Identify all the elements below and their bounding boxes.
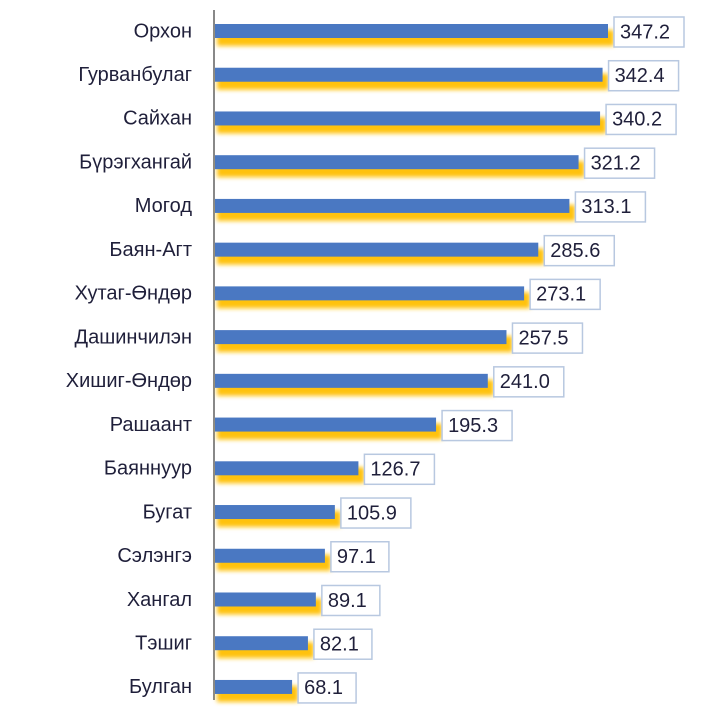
value-box [330, 541, 390, 573]
bar [215, 111, 601, 126]
category-label: Дашинчилэн [75, 326, 192, 348]
bar [215, 505, 335, 520]
value-box [613, 16, 685, 48]
bar [215, 461, 359, 476]
bar [215, 636, 308, 651]
value-label: 347.2 [620, 21, 670, 43]
bar [215, 67, 603, 82]
category-label: Рашаант [110, 414, 192, 436]
value-label: 126.7 [370, 459, 420, 481]
category-label: Хутаг-Өндөр [75, 283, 192, 305]
value-box [313, 628, 373, 660]
category-label: Орхон [134, 20, 192, 42]
category-label: Сэлэнгэ [117, 545, 192, 567]
value-label: 68.1 [304, 677, 343, 699]
value-label: 241.0 [500, 371, 550, 393]
category-label: Тэшиг [135, 633, 192, 655]
value-box [583, 147, 656, 179]
value-box [340, 497, 412, 529]
bar [215, 242, 539, 257]
value-label: 273.1 [536, 284, 586, 306]
value-label: 105.9 [347, 502, 397, 524]
value-label: 257.5 [518, 327, 568, 349]
value-box [529, 278, 601, 311]
value-label: 195.3 [448, 415, 498, 437]
value-label: 342.4 [615, 65, 665, 87]
category-label: Баян-Агт [109, 239, 192, 261]
bar [215, 286, 525, 301]
bar [215, 592, 316, 607]
value-box [605, 103, 677, 136]
value-box [607, 59, 680, 92]
bar [215, 417, 437, 432]
value-label: 340.2 [612, 109, 662, 131]
value-label: 82.1 [320, 634, 359, 656]
category-label: Гурванбулаг [78, 64, 192, 86]
value-box [543, 234, 616, 267]
value-box [574, 191, 647, 223]
value-label: 313.1 [581, 196, 631, 218]
category-label: Хишиг-Өндөр [66, 370, 192, 392]
value-box [297, 672, 357, 704]
value-label: 89.1 [328, 590, 367, 612]
value-label: 285.6 [550, 240, 600, 262]
bar [215, 24, 608, 38]
value-box [441, 409, 513, 442]
value-box [493, 366, 565, 398]
value-label: 321.2 [591, 152, 641, 174]
category-label: Бугат [143, 501, 192, 523]
bar [215, 330, 507, 345]
value-box [321, 584, 381, 617]
category-label: Баяннуур [104, 458, 192, 480]
category-label: Булган [129, 676, 192, 698]
category-label: Могод [135, 195, 193, 217]
category-label: Сайхан [123, 108, 192, 130]
bar [215, 679, 293, 694]
bar [215, 155, 579, 170]
bar [215, 373, 488, 388]
category-label: Хангал [127, 589, 192, 611]
value-label: 97.1 [337, 546, 376, 568]
bar [215, 198, 570, 213]
value-box [363, 453, 436, 486]
category-label: Бүрэгхангай [79, 151, 192, 173]
bar [215, 548, 325, 563]
value-box [511, 322, 584, 354]
